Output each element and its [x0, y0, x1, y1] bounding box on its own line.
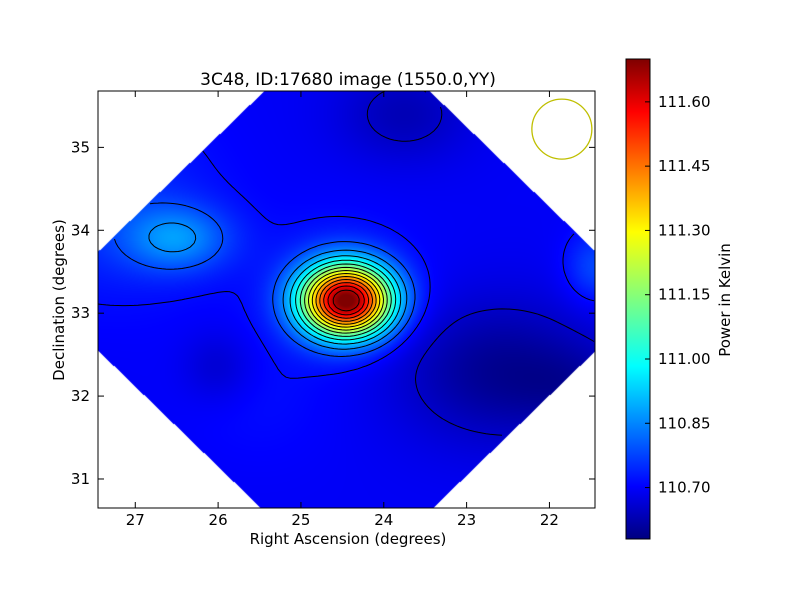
chart-title: 3C48, ID:17680 image (1550.0,YY) — [200, 70, 496, 90]
colorbar — [625, 58, 651, 540]
x-axis-label: Right Ascension (degrees) — [250, 530, 447, 548]
x-tick-label: 26 — [209, 511, 228, 529]
contour-path — [98, 91, 595, 436]
heatmap-image — [98, 91, 595, 508]
beam-marker — [531, 98, 593, 160]
colorbar-tick-label: 111.45 — [658, 157, 711, 175]
y-tick-label: 32 — [71, 387, 90, 405]
y-tick-label: 33 — [71, 304, 90, 322]
y-axis-label: Declination (degrees) — [50, 219, 68, 381]
x-tick-label: 24 — [374, 511, 393, 529]
colorbar-tick-label: 110.85 — [658, 414, 711, 432]
x-tick-label: 22 — [540, 511, 559, 529]
colorbar-tick-label: 111.60 — [658, 93, 711, 111]
y-axis: 31 32 33 34 35 — [71, 138, 595, 488]
colorbar-ticks: 110.70 110.85 111.00 111.15 111.30 111.45 111.… — [645, 93, 711, 497]
colorbar-tick-label: 111.00 — [658, 350, 711, 368]
heatmap-area — [98, 91, 595, 508]
y-tick-label: 35 — [71, 138, 90, 156]
x-tick-label: 23 — [457, 511, 476, 529]
x-axis: 27 26 25 24 23 22 — [126, 91, 559, 529]
x-tick-label: 25 — [291, 511, 310, 529]
contour-lines — [98, 91, 595, 436]
colorbar-tick-label: 110.70 — [658, 479, 711, 497]
y-tick-label: 34 — [71, 221, 90, 239]
colorbar-label: Power in Kelvin — [716, 243, 734, 357]
x-tick-label: 27 — [126, 511, 145, 529]
y-tick-label: 31 — [71, 470, 90, 488]
colorbar-tick-label: 111.15 — [658, 286, 711, 304]
plot-frame — [97, 90, 596, 509]
colorbar-tick-label: 111.30 — [658, 221, 711, 239]
